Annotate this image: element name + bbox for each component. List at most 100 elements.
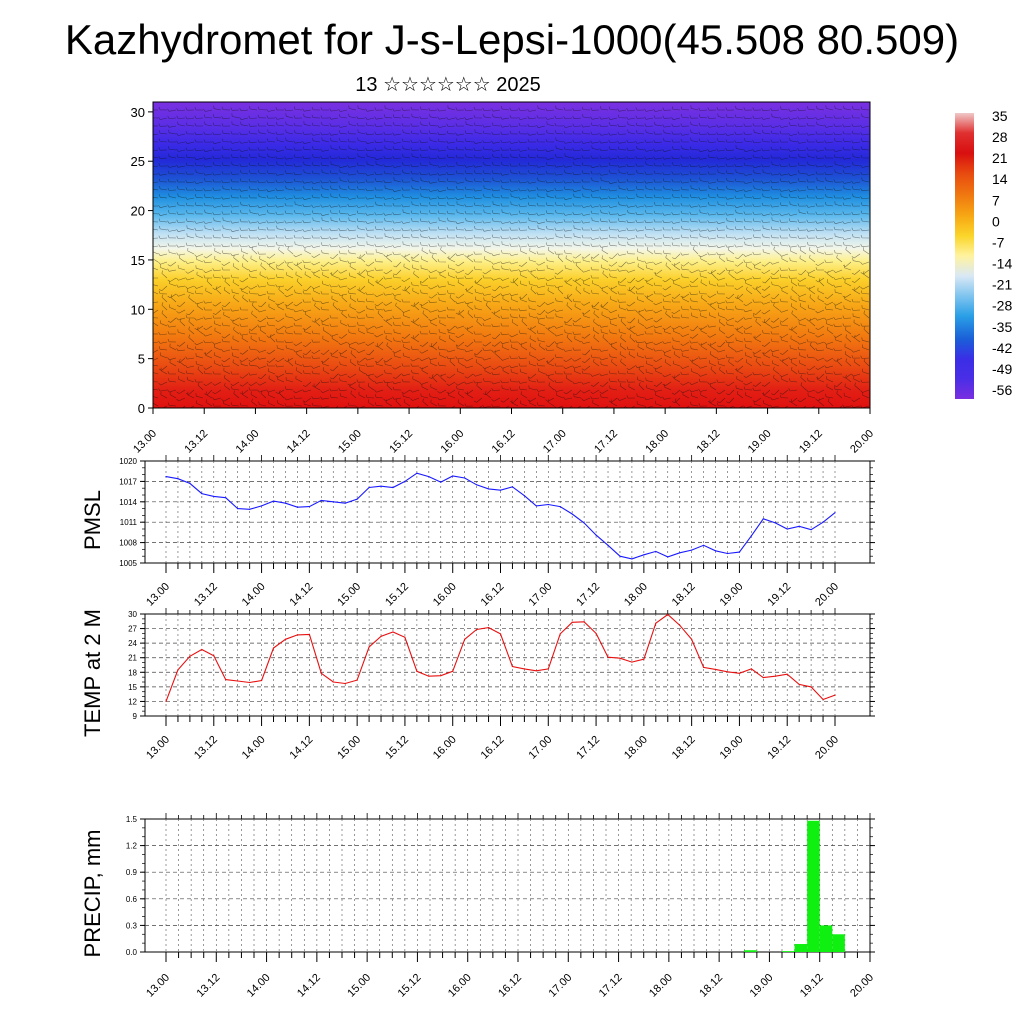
- data-point: [691, 549, 693, 551]
- data-point: [272, 647, 275, 649]
- x-tick-label: 18.12: [670, 734, 698, 762]
- y-tick-label: 18: [128, 668, 137, 677]
- data-point: [511, 665, 514, 668]
- x-tick-label: 19.00: [718, 581, 746, 609]
- y-tick-label: 25: [131, 154, 145, 169]
- data-point: [738, 672, 741, 674]
- x-tick-label: 17.12: [574, 581, 602, 609]
- y-tick-label: 0.0: [126, 948, 138, 957]
- y-tick-label: 1.2: [126, 842, 138, 851]
- data-bar: [807, 820, 820, 952]
- panel-frame: [144, 460, 871, 564]
- x-tick-label: 13.12: [194, 972, 222, 1000]
- data-point: [368, 646, 370, 648]
- x-tick-label: 13.00: [144, 581, 172, 609]
- x-tick-label: 14.12: [295, 972, 323, 1000]
- data-point: [201, 648, 203, 651]
- colorbar-label: 0: [992, 213, 1000, 229]
- data-bar: [794, 944, 808, 952]
- panel-frame: [144, 613, 871, 717]
- x-tick-label: 15.12: [383, 581, 411, 609]
- x-tick-label: 19.12: [765, 734, 793, 762]
- data-bar: [819, 925, 833, 952]
- panel-frame: [144, 818, 871, 953]
- colorbar-label: 28: [992, 129, 1008, 145]
- data-point: [702, 666, 705, 669]
- x-tick-label: 19.00: [718, 734, 746, 762]
- pmsl-panel: 1005 1008 1011 1014 1017 1020 13.00 13.12 14.00 1…: [80, 455, 875, 609]
- data-point: [810, 529, 812, 531]
- data-point: [810, 686, 812, 688]
- data-point: [368, 486, 370, 489]
- wind-barb-field: [153, 105, 870, 408]
- x-tick-label: 15.12: [396, 972, 424, 1000]
- data-point: [284, 638, 287, 640]
- data-point: [607, 544, 609, 546]
- x-tick-label: 20.00: [848, 428, 876, 456]
- colorbar-label: 14: [992, 171, 1008, 187]
- data-point: [237, 680, 239, 682]
- x-tick-label: 14.00: [234, 428, 262, 456]
- data-point: [726, 671, 729, 673]
- colorbar-label: -56: [992, 382, 1012, 398]
- y-tick-label: 5: [138, 352, 145, 367]
- x-tick-label: 15.00: [345, 972, 373, 1000]
- data-point: [189, 482, 191, 485]
- x-tick-label: 18.12: [695, 428, 723, 456]
- x-tick-label: 17.00: [541, 428, 569, 456]
- data-point: [547, 668, 549, 670]
- data-bar: [782, 951, 795, 952]
- data-point: [643, 554, 645, 556]
- data-point: [428, 675, 430, 677]
- data-point: [786, 528, 788, 530]
- x-tick-label: 13.12: [182, 428, 210, 456]
- data-point: [404, 480, 406, 482]
- colorbar-label: -7: [992, 234, 1005, 250]
- data-point: [619, 657, 621, 659]
- data-point: [631, 558, 633, 560]
- x-tick-label: 18.00: [643, 428, 671, 456]
- x-tick-label: 20.00: [813, 734, 841, 762]
- x-tick-label: 14.12: [288, 734, 316, 762]
- data-point: [655, 622, 657, 624]
- y-tick-label: 30: [131, 105, 145, 120]
- data-bar: [744, 950, 757, 952]
- colorbar-label: 35: [992, 108, 1008, 124]
- data-point: [559, 633, 561, 635]
- data-point: [392, 631, 394, 633]
- x-tick-label: 16.12: [490, 428, 518, 456]
- data-point: [631, 661, 633, 663]
- data-point: [165, 476, 167, 478]
- x-tick-label: 13.00: [144, 734, 172, 762]
- chart-subtitle: 13 ☆☆☆☆☆☆ 2025: [355, 74, 541, 96]
- data-point: [667, 613, 669, 616]
- data-point: [511, 486, 514, 488]
- x-tick-label: 16.00: [431, 734, 459, 762]
- y-tick-label: 1017: [119, 477, 137, 486]
- data-point: [679, 552, 681, 554]
- x-tick-label: 17.00: [546, 972, 574, 1000]
- chart-title: Kazhydromet for J-s-Lepsi-1000(45.508 80…: [64, 16, 960, 63]
- data-point: [535, 670, 537, 672]
- data-point: [165, 700, 167, 703]
- heatmap-x-axis: 13.00 13.12 14.00 14.12 15.00 15.12 16.00 16.12…: [131, 408, 876, 456]
- x-tick-label: 19.00: [748, 972, 776, 1000]
- data-point: [499, 489, 502, 491]
- x-tick-label: 18.12: [670, 581, 698, 609]
- x-tick-label: 16.12: [496, 972, 524, 1000]
- data-point: [762, 518, 764, 520]
- data-point: [464, 477, 466, 479]
- data-point: [356, 498, 358, 500]
- data-point: [487, 488, 490, 490]
- data-point: [452, 670, 454, 672]
- colorbar-label: -14: [992, 256, 1012, 272]
- data-point: [296, 634, 299, 636]
- wind-barbs: [153, 105, 870, 408]
- heatmap-field: [153, 102, 870, 408]
- data-point: [464, 638, 466, 640]
- data-point: [177, 669, 179, 671]
- y-axis-title: PRECIP, mm: [80, 830, 105, 958]
- x-tick-label: 14.00: [240, 581, 268, 609]
- data-point: [308, 505, 310, 508]
